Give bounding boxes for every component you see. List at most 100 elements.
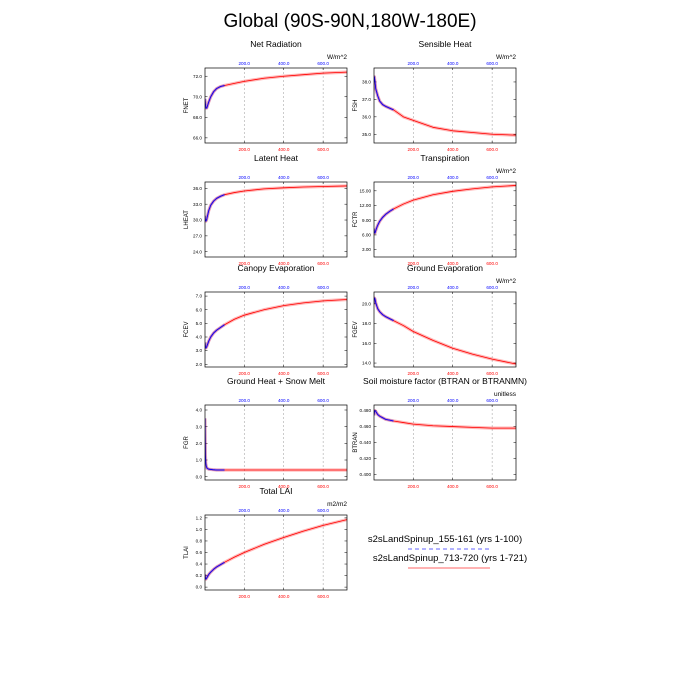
series-line-case1-fgr: [205, 418, 225, 471]
x-tick-label-bottom-fcev: 200.0: [238, 371, 250, 376]
x-tick-label-bottom-fctr: 600.0: [486, 261, 498, 266]
units-label-fgev: W/m^2: [496, 278, 516, 285]
y-tick-label-lheat: 36.0: [193, 186, 202, 191]
series-line-case2-fgev: [374, 297, 516, 365]
y-tick-label-fsh: 38.0: [362, 80, 371, 85]
panel-title-fgr: Ground Heat + Snow Melt: [227, 376, 326, 386]
y-tick-label-fgr: 4.0: [196, 408, 203, 413]
y-axis-label-fctr: FCTR: [353, 211, 359, 228]
y-tick-label-lheat: 24.0: [193, 249, 202, 254]
panel-fgr: Ground Heat + Snow Melt FGR 200.0 200.0 400.…: [184, 376, 348, 489]
panel-title-btran: Soil moisture factor (BTRAN or BTRANMN): [363, 376, 527, 386]
panel-tlai: Total LAI m2/m2 TLAI 200.0 200.0 400.0 400.0 60…: [184, 486, 347, 599]
y-tick-label-fctr: 12.00: [360, 203, 372, 208]
y-tick-label-fnet: 72.0: [193, 74, 202, 79]
y-tick-label-lheat: 27.0: [193, 233, 202, 238]
y-tick-label-btran: 0.420: [360, 456, 372, 461]
series-band-case2-fgr: [205, 418, 347, 472]
panel-btran: Soil moisture factor (BTRAN or BTRANMN) u…: [353, 376, 527, 489]
y-tick-label-fcev: 6.0: [196, 307, 203, 312]
series-line-case2-tlai: [205, 519, 347, 580]
x-tick-label-top-fnet: 200.0: [238, 61, 250, 66]
x-tick-label-top-fsh: 400.0: [447, 61, 459, 66]
x-tick-label-bottom-fgr: 200.0: [238, 484, 250, 489]
x-tick-label-bottom-lheat: 600.0: [317, 261, 329, 266]
x-tick-label-top-btran: 600.0: [486, 398, 498, 403]
series-band-case2-fnet: [205, 70, 347, 110]
y-tick-label-btran: 0.460: [360, 424, 372, 429]
series-line-case1-fcev: [205, 324, 225, 349]
x-tick-label-top-fnet: 400.0: [278, 61, 290, 66]
x-tick-label-top-fgr: 600.0: [317, 398, 329, 403]
x-tick-label-top-lheat: 600.0: [317, 175, 329, 180]
x-tick-label-top-lheat: 200.0: [238, 175, 250, 180]
data-area-fsh: [374, 75, 516, 137]
main-title: Global (90S-90N,180W-180E): [223, 11, 476, 32]
x-tick-label-bottom-fsh: 200.0: [407, 147, 419, 152]
x-tick-label-bottom-btran: 600.0: [486, 484, 498, 489]
plot-frame-fnet: [204, 67, 348, 144]
legend: s2sLandSpinup_155-161 (yrs 1-100) s2sLan…: [368, 534, 527, 569]
panel-title-fctr: Transpiration: [420, 153, 470, 163]
panel-lheat: Latent Heat LHEAT 200.0 200.0 400.0 400.0 600.…: [184, 153, 348, 266]
x-tick-label-top-fnet: 600.0: [317, 61, 329, 66]
legend-entry-case1-label: s2sLandSpinup_155-161 (yrs 1-100): [368, 534, 522, 545]
panel-title-tlai: Total LAI: [259, 486, 292, 496]
x-tick-label-bottom-fgev: 600.0: [486, 371, 498, 376]
panel-title-fcev: Canopy Evaporation: [237, 263, 314, 273]
panel-title-fnet: Net Radiation: [250, 39, 302, 49]
data-area-fgev: [374, 296, 516, 366]
series-line-case2-fsh: [374, 76, 516, 136]
x-tick-label-bottom-fgev: 200.0: [407, 371, 419, 376]
x-tick-label-bottom-fgev: 400.0: [447, 371, 459, 376]
data-area-tlai: [205, 518, 347, 581]
x-tick-label-top-fcev: 600.0: [317, 285, 329, 290]
series-band-case2-lheat: [205, 184, 347, 223]
series-line-case1-fgev: [374, 297, 394, 321]
y-tick-label-fctr: 6.00: [362, 233, 371, 238]
x-tick-label-top-btran: 400.0: [447, 398, 459, 403]
panels-group: Net Radiation W/m^2 FNET 200.0 200.0 400.0 400…: [184, 39, 527, 599]
panel-title-fsh: Sensible Heat: [419, 39, 473, 49]
x-tick-label-bottom-fnet: 200.0: [238, 147, 250, 152]
x-tick-label-top-fsh: 600.0: [486, 61, 498, 66]
plot-frame-btran: [373, 404, 517, 481]
y-tick-label-btran: 0.400: [360, 472, 372, 477]
data-area-fctr: [374, 183, 516, 235]
x-tick-label-bottom-btran: 200.0: [407, 484, 419, 489]
y-tick-label-fcev: 4.0: [196, 335, 203, 340]
series-line-case2-fgr: [205, 418, 347, 471]
y-tick-label-fsh: 37.0: [362, 97, 371, 102]
data-area-btran: [374, 408, 516, 430]
x-tick-label-bottom-fnet: 400.0: [278, 147, 290, 152]
x-tick-label-bottom-fgr: 400.0: [278, 484, 290, 489]
y-tick-label-lheat: 33.0: [193, 202, 202, 207]
x-tick-label-bottom-fctr: 400.0: [447, 261, 459, 266]
x-tick-label-bottom-fsh: 400.0: [447, 147, 459, 152]
x-tick-label-top-tlai: 400.0: [278, 508, 290, 513]
x-tick-label-top-fgev: 400.0: [447, 285, 459, 290]
series-line-case1-lheat: [205, 194, 225, 222]
y-axis-label-fnet: FNET: [184, 97, 190, 113]
y-tick-label-fgr: 3.0: [196, 424, 203, 429]
plot-frame-tlai: [204, 514, 348, 591]
y-tick-label-btran: 0.440: [360, 440, 372, 445]
panel-title-fgev: Ground Evaporation: [407, 263, 483, 273]
panel-fsh: Sensible Heat W/m^2 FSH 200.0 200.0 400.0 400.…: [353, 39, 516, 152]
y-tick-label-fgev: 16.0: [362, 341, 371, 346]
y-tick-label-fctr: 9.00: [362, 218, 371, 223]
series-band-case1-lheat: [205, 193, 225, 223]
y-tick-label-fcev: 3.0: [196, 348, 203, 353]
x-tick-label-bottom-tlai: 200.0: [238, 594, 250, 599]
x-tick-label-bottom-fcev: 400.0: [278, 371, 290, 376]
x-tick-label-bottom-btran: 400.0: [447, 484, 459, 489]
y-tick-label-fctr: 3.00: [362, 247, 371, 252]
x-tick-label-top-fgr: 400.0: [278, 398, 290, 403]
x-tick-label-top-fctr: 400.0: [447, 175, 459, 180]
x-tick-label-bottom-fsh: 600.0: [486, 147, 498, 152]
x-tick-label-top-fgev: 600.0: [486, 285, 498, 290]
units-label-fctr: W/m^2: [496, 168, 516, 175]
y-tick-label-fgr: 2.0: [196, 441, 203, 446]
series-band-case2-fsh: [374, 75, 516, 137]
panel-fnet: Net Radiation W/m^2 FNET 200.0 200.0 400.0 400…: [184, 39, 347, 152]
